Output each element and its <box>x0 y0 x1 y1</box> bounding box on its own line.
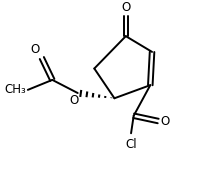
Text: O: O <box>31 43 40 56</box>
Text: O: O <box>160 114 169 128</box>
Text: O: O <box>69 94 79 107</box>
Text: Cl: Cl <box>125 138 137 151</box>
Text: O: O <box>121 1 130 14</box>
Text: CH₃: CH₃ <box>5 83 26 96</box>
